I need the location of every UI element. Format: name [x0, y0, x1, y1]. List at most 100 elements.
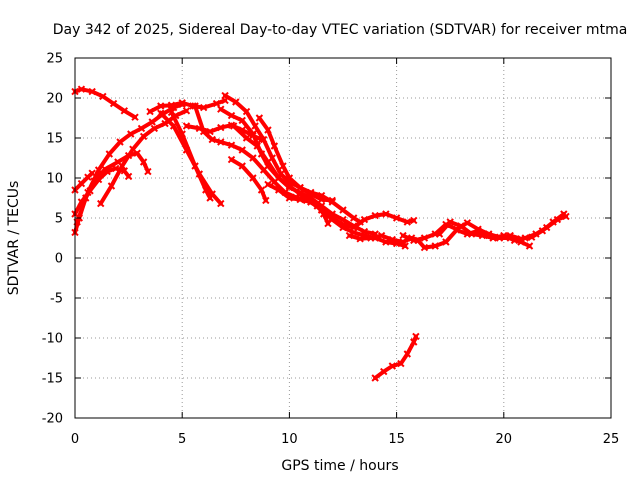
data-point	[146, 107, 154, 116]
data-series-track-19	[399, 210, 568, 245]
data-point	[431, 242, 439, 250]
data-point	[182, 122, 191, 130]
y-tick-label: 10	[46, 172, 63, 187]
x-axis-label: GPS time / hours	[281, 458, 398, 474]
data-point	[208, 135, 216, 144]
data-point	[307, 198, 315, 206]
data-point	[150, 124, 159, 133]
data-point	[525, 242, 534, 250]
data-point	[227, 111, 236, 120]
data-point	[118, 162, 126, 170]
data-point	[500, 231, 508, 240]
y-tick-label: 5	[55, 212, 63, 227]
data-point	[296, 183, 304, 192]
data-point	[410, 236, 418, 245]
x-tick-label: 0	[71, 432, 79, 447]
x-tick-label: 25	[603, 432, 620, 447]
data-point	[350, 214, 358, 222]
data-point	[105, 150, 114, 158]
data-point	[249, 130, 257, 138]
data-point	[296, 190, 304, 198]
data-point	[139, 132, 148, 141]
data-point	[412, 332, 420, 341]
data-point	[377, 231, 386, 240]
data-series-track-3	[71, 164, 133, 218]
data-layer	[71, 85, 570, 382]
data-point	[532, 230, 540, 238]
data-point	[242, 134, 251, 142]
data-point	[217, 105, 225, 113]
data-point	[446, 218, 454, 226]
data-point	[442, 238, 450, 246]
data-point	[264, 126, 272, 134]
data-point	[129, 145, 137, 153]
data-series-track-17	[264, 180, 418, 232]
data-series-track-2	[71, 149, 152, 237]
data-point	[139, 158, 148, 166]
data-point	[238, 146, 246, 154]
data-point	[399, 238, 407, 246]
data-point	[120, 107, 129, 115]
data-point	[350, 223, 358, 232]
data-point	[339, 206, 347, 214]
data-point	[328, 214, 336, 222]
data-point	[178, 130, 186, 138]
data-point	[227, 141, 236, 149]
data-point	[356, 235, 364, 243]
data-series-track-5	[73, 100, 186, 226]
data-point	[77, 85, 86, 93]
data-point	[285, 194, 294, 202]
data-point	[137, 124, 146, 133]
data-point	[191, 102, 199, 110]
data-point	[88, 87, 96, 96]
data-point	[144, 167, 152, 176]
data-point	[206, 194, 214, 202]
data-point	[510, 236, 519, 245]
data-point	[562, 212, 570, 221]
data-point	[435, 230, 444, 238]
data-point	[157, 102, 165, 110]
data-point	[399, 231, 407, 240]
data-point	[388, 362, 397, 370]
data-point	[238, 116, 246, 125]
data-point	[397, 359, 405, 368]
y-tick-label: -5	[50, 292, 63, 307]
data-series-track-16	[255, 114, 336, 205]
data-point	[109, 99, 118, 108]
data-point	[328, 196, 336, 205]
x-tick-label: 5	[178, 432, 186, 447]
data-point	[264, 180, 272, 189]
data-point	[257, 186, 266, 194]
data-point	[371, 211, 379, 220]
chart-title: Day 342 of 2025, Sidereal Day-to-day VTE…	[53, 22, 628, 38]
data-point	[420, 234, 429, 242]
data-point	[238, 162, 246, 170]
data-point	[463, 219, 472, 227]
x-tick-label: 15	[388, 432, 405, 447]
series-line	[223, 93, 363, 224]
data-point	[367, 234, 375, 242]
data-point	[264, 158, 272, 166]
y-tick-label: 25	[46, 52, 63, 67]
data-point	[285, 174, 294, 182]
data-point	[274, 174, 283, 182]
plot-frame	[74, 57, 612, 419]
data-point	[199, 103, 208, 112]
data-point	[270, 142, 279, 150]
data-point	[99, 92, 107, 101]
data-series-track-20	[435, 212, 570, 245]
data-point	[178, 99, 186, 107]
data-point	[199, 127, 208, 136]
data-point	[420, 243, 429, 252]
data-point	[227, 155, 236, 164]
data-point	[182, 107, 191, 115]
data-point	[77, 179, 86, 188]
y-tick-label: 15	[46, 132, 63, 147]
data-point	[249, 174, 257, 182]
data-point	[403, 350, 412, 358]
data-point	[217, 123, 225, 132]
data-point	[371, 374, 379, 382]
data-point	[467, 230, 476, 238]
data-point	[380, 367, 388, 376]
